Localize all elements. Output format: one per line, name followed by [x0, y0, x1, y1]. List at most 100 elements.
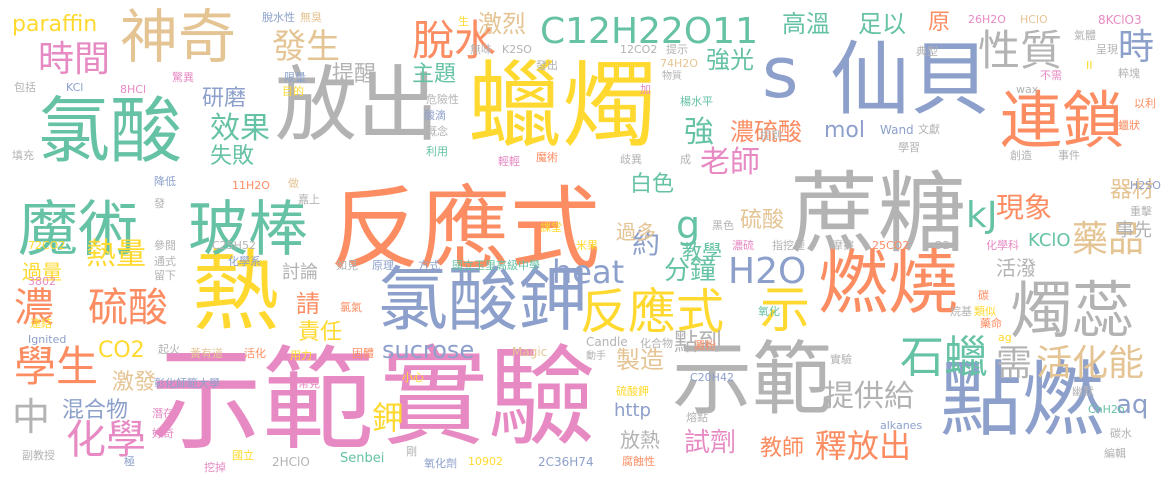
small-word: 潛在 [152, 407, 174, 420]
small-word: 固體 [352, 347, 374, 360]
small-word: 包括 [14, 81, 36, 94]
word-fangre: 放熱 [620, 428, 660, 452]
small-word: 通式 [154, 255, 176, 268]
word-zhetang: 蔗糖 [790, 162, 967, 265]
small-word: 藥命 [980, 317, 1002, 330]
small-word: HClO [1020, 13, 1048, 26]
small-word: 成 [680, 153, 691, 166]
word-jilie: 激烈 [478, 10, 526, 38]
small-word: 降低 [154, 175, 176, 188]
small-word: 副教授 [22, 449, 55, 462]
small-word: 國立 [232, 449, 254, 462]
small-word: 加 [640, 83, 651, 96]
word-yanmo: 研磨 [202, 86, 247, 111]
small-word: 幽默 [1072, 385, 1094, 398]
small-word: 粹塊 [1118, 67, 1140, 80]
word-ranshao: 燃燒 [818, 242, 958, 324]
word-taolun: 討論 [282, 262, 318, 283]
small-word: 化合物 [640, 337, 673, 350]
small-word: alkanes [880, 419, 923, 432]
small-word: 腐蝕性 [622, 455, 655, 468]
word-guoduo: 過多 [616, 220, 656, 244]
small-word: 無臭 [300, 11, 322, 24]
small-word: 26H2O [968, 13, 1006, 26]
small-word: 脫水性 [262, 11, 295, 24]
small-word: 生 [458, 15, 469, 28]
small-word: ag [998, 331, 1012, 344]
word-shifan: 示範 [150, 336, 374, 466]
word-aq: aq [1116, 390, 1149, 420]
small-word: 發 [154, 197, 165, 210]
small-word: 嘉上 [298, 193, 320, 206]
small-word: 熔點 [686, 411, 708, 424]
word-yaopin: 藥品 [1072, 219, 1145, 260]
word-zhong: 中 [12, 395, 51, 439]
small-word: 碳 [978, 289, 989, 302]
small-word: 限量 [284, 71, 306, 84]
word-lvsuanjia: 氯酸鉀 [378, 259, 588, 341]
small-word: 發出 [536, 59, 558, 72]
small-word: 以利 [1134, 97, 1156, 110]
word-moshu: 魔術 [18, 195, 138, 265]
small-word: CnH2n [1088, 403, 1125, 416]
small-word: 8HCl [120, 83, 147, 96]
small-word: 25CO2 [872, 239, 910, 252]
word-shila: 石蠟 [900, 332, 988, 383]
small-word: 典型 [916, 45, 938, 58]
word-zhurui: 燭蕊 [1010, 274, 1135, 347]
word-xingzhi: 性質 [978, 26, 1063, 75]
small-word: 國立玉里高級中學 [452, 259, 540, 272]
small-word: 10902 [468, 455, 503, 468]
small-word: 魔術 [536, 151, 558, 164]
small-word: 輕輕 [498, 155, 520, 168]
small-word: 氯氣 [340, 301, 362, 314]
word-kclo: KClO [1028, 230, 1071, 251]
small-word: 好奇 [152, 427, 174, 440]
small-word: C25H52 [212, 239, 256, 252]
small-word: 重擊 [1130, 205, 1152, 218]
word-g: g [676, 203, 701, 247]
word-xuesheng: 學生 [14, 342, 99, 391]
small-word: 澱粉 [694, 339, 716, 352]
small-word: 課堂 [540, 221, 562, 234]
small-word: 小心 [402, 371, 424, 384]
small-word: 楊水平 [680, 95, 713, 108]
word-kj: kJ [966, 195, 998, 236]
word-shifangchu: 釋放出 [815, 427, 912, 465]
small-word: 3802 [28, 275, 56, 288]
word-nong: 濃 [14, 285, 54, 331]
word-sucrose: sucrose [382, 336, 475, 364]
small-word: 類似 [974, 305, 996, 318]
small-word: 活化 [244, 347, 266, 360]
word-jiaoxue: 教學 [682, 240, 722, 264]
small-word: 碳水 [1110, 427, 1132, 440]
word-baise: 白色 [630, 172, 675, 197]
word-bobang: 玻棒 [188, 195, 308, 265]
word-zhuti: 主題 [412, 62, 457, 87]
word-xiaoguo: 效果 [210, 111, 270, 146]
word-laoshi: 老師 [700, 145, 760, 180]
small-word: 氧化 [758, 305, 780, 318]
small-word: 極 [124, 455, 135, 468]
word-formula-sucrose: C12H22O11 [540, 11, 758, 52]
small-word: 摩擦 [832, 239, 854, 252]
word-fanyingshi-2: 反應式 [580, 284, 725, 340]
small-word: 參閱 [154, 239, 176, 252]
small-word: 酸滴 [424, 109, 446, 122]
word-h2o: H2O [728, 251, 807, 292]
word-liusuan: 硫酸 [88, 285, 168, 331]
word-fasheng: 發生 [272, 27, 340, 67]
word-diandao: 點到 [674, 328, 722, 356]
word-shi-2: 時 [1118, 27, 1155, 68]
small-word: wax [1016, 83, 1039, 96]
small-word: 蠟狀 [1118, 119, 1140, 132]
word-co2: CO2 [98, 338, 145, 363]
word-yue: 約 [632, 227, 661, 260]
small-word: H2SO [1130, 179, 1161, 192]
small-word: 危險性 [426, 93, 459, 106]
word-zuyi: 足以 [858, 10, 906, 38]
small-word: 2C36H74 [538, 455, 594, 469]
small-word: 剛 [406, 445, 417, 458]
small-word: 72CO2 [28, 239, 66, 252]
small-word: K2SO [502, 43, 532, 56]
